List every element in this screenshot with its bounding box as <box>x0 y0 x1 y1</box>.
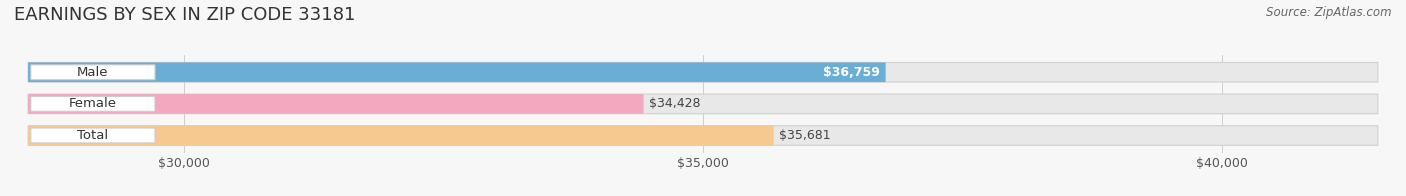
Text: Source: ZipAtlas.com: Source: ZipAtlas.com <box>1267 6 1392 19</box>
Text: Male: Male <box>77 66 108 79</box>
FancyBboxPatch shape <box>28 63 886 82</box>
FancyBboxPatch shape <box>28 94 1378 114</box>
Text: $34,428: $34,428 <box>650 97 700 110</box>
FancyBboxPatch shape <box>28 94 644 114</box>
Text: EARNINGS BY SEX IN ZIP CODE 33181: EARNINGS BY SEX IN ZIP CODE 33181 <box>14 6 356 24</box>
FancyBboxPatch shape <box>28 63 1378 82</box>
FancyBboxPatch shape <box>28 126 1378 145</box>
FancyBboxPatch shape <box>31 96 155 111</box>
Text: $36,759: $36,759 <box>824 66 880 79</box>
FancyBboxPatch shape <box>28 126 773 145</box>
Text: $35,681: $35,681 <box>779 129 831 142</box>
Text: Female: Female <box>69 97 117 110</box>
FancyBboxPatch shape <box>31 128 155 143</box>
Text: Total: Total <box>77 129 108 142</box>
FancyBboxPatch shape <box>31 65 155 80</box>
